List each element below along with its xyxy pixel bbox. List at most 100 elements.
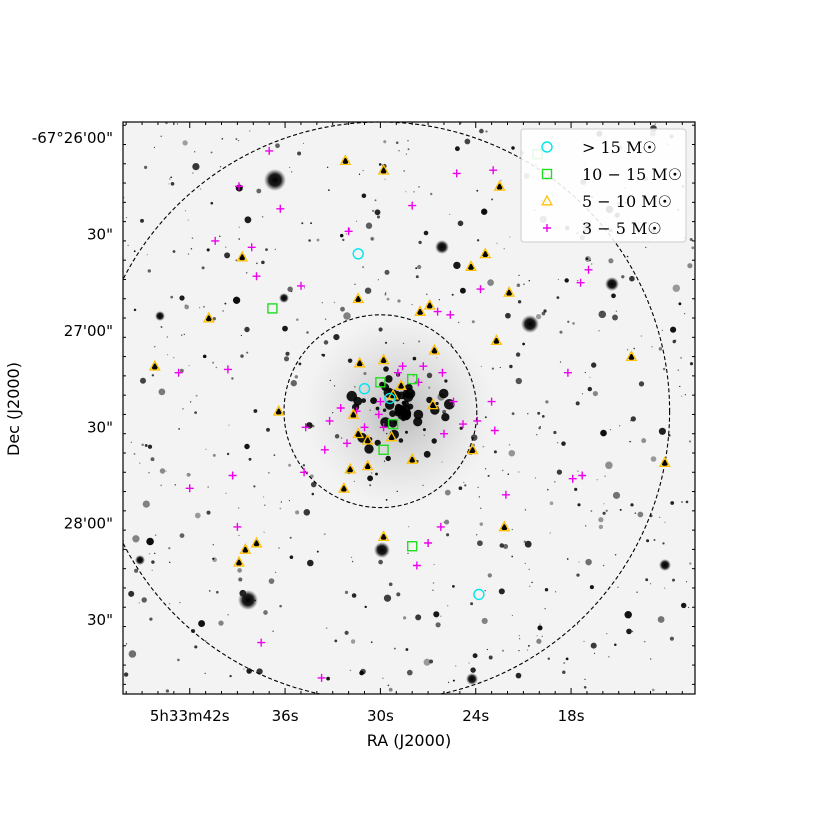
sky-star: [386, 432, 388, 435]
marker-triangle: [352, 292, 365, 304]
sky-star: [232, 296, 241, 304]
sky-star: [207, 486, 209, 488]
sky-star: [449, 213, 451, 216]
sky-star: [626, 255, 629, 258]
sky-star: [538, 426, 541, 430]
marker-plus: [568, 474, 577, 483]
sky-star: [310, 222, 313, 225]
sky-star: [621, 275, 625, 279]
sky-star: [476, 534, 478, 536]
sky-star: [499, 543, 505, 548]
sky-star: [418, 186, 420, 188]
sky-star: [362, 266, 365, 269]
sky-star: [433, 563, 435, 566]
sky-star: [154, 346, 156, 348]
sky-star: [426, 293, 428, 295]
sky-star: [289, 555, 294, 559]
sky-star: [536, 314, 542, 320]
sky-star: [458, 486, 463, 491]
marker-plus: [419, 362, 428, 371]
sky-star: [405, 648, 409, 651]
sky-star: [303, 287, 306, 289]
sky-star: [402, 342, 405, 345]
sky-star: [289, 536, 292, 539]
sky-star: [455, 665, 457, 667]
sky-star: [182, 408, 184, 410]
sky-star: [264, 504, 266, 506]
x-tick-label: 18s: [558, 707, 585, 725]
sky-star: [396, 490, 398, 493]
sky-star: [343, 312, 351, 320]
sky-star: [184, 304, 190, 310]
sky-star: [405, 153, 407, 155]
sky-star: [212, 361, 215, 364]
sky-star: [266, 427, 270, 432]
sky-star: [147, 444, 153, 449]
sky-star: [633, 347, 635, 350]
sky-star: [602, 511, 606, 515]
sky-star: [169, 178, 171, 180]
sky-star: [334, 434, 340, 439]
marker-triangle: [352, 427, 365, 439]
marker-circle: [352, 248, 364, 260]
sky-star: [522, 342, 525, 346]
sky-star: [226, 452, 230, 456]
sky-star: [624, 610, 632, 619]
marker-plus: [379, 423, 388, 432]
sky-star: [541, 415, 545, 418]
sky-star: [541, 311, 546, 316]
sky-star: [274, 248, 276, 251]
marker-plus: [584, 265, 593, 274]
sky-star: [564, 278, 569, 283]
sky-star: [389, 410, 396, 417]
sky-star: [291, 171, 293, 173]
marker-plus: [265, 146, 274, 155]
sky-star: [261, 215, 264, 218]
sky-star: [371, 238, 373, 240]
sky-star: [464, 484, 467, 487]
sky-star: [403, 387, 414, 399]
sky-star: [415, 614, 422, 621]
sky-star: [509, 236, 511, 238]
y-tick-label: 30": [87, 611, 113, 629]
sky-star: [206, 248, 210, 252]
sky-star: [544, 607, 546, 610]
sky-star: [661, 329, 663, 331]
sky-star: [387, 684, 390, 687]
sky-star: [364, 605, 367, 609]
sky-star: [397, 299, 401, 303]
sky-star: [383, 366, 389, 372]
sky-star: [484, 416, 487, 419]
sky-star: [589, 259, 591, 262]
legend-label: 10 − 15 M☉: [582, 165, 682, 184]
sky-star: [128, 650, 137, 658]
marker-plus: [233, 522, 242, 531]
sky-star: [426, 372, 433, 379]
sky-star: [590, 642, 597, 649]
sky-star: [537, 625, 543, 631]
marker-plus: [235, 182, 243, 191]
sky-star: [543, 309, 547, 313]
sky-star: [487, 279, 494, 286]
sky-star: [371, 472, 373, 474]
sky-star: [210, 151, 213, 154]
sky-star: [417, 264, 422, 270]
sky-star: [672, 284, 681, 292]
sky-star: [446, 533, 450, 537]
sky-star: [602, 564, 605, 567]
marker-plus: [185, 484, 194, 493]
sky-star: [174, 483, 177, 486]
sky-star: [440, 615, 442, 617]
sky-star: [138, 602, 140, 604]
sky-star: [246, 351, 249, 354]
sky-star: [408, 526, 410, 528]
sky-star: [227, 614, 229, 616]
marker-plus: [257, 638, 266, 647]
sky-star: [344, 590, 349, 595]
sky-star: [268, 472, 270, 474]
sky-star: [168, 183, 170, 185]
sky-star: [153, 146, 155, 148]
sky-star: [132, 535, 140, 543]
plot-frame: [122, 121, 696, 695]
